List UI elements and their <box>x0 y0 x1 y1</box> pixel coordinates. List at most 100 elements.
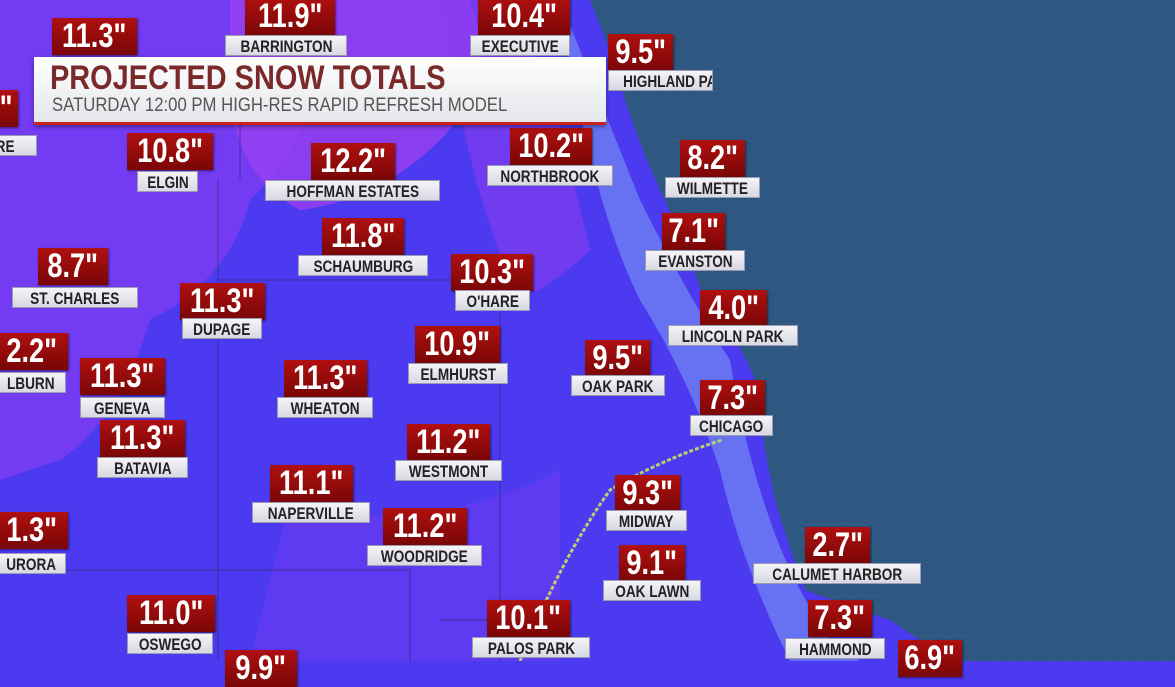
location-name: WESTMONT <box>395 460 502 481</box>
name-text: WOODRIDGE <box>381 547 468 566</box>
name-text: NAPERVILLE <box>268 504 354 523</box>
snow-total-value: 11.8" <box>322 218 404 255</box>
location-name: OAK LAWN <box>603 580 701 601</box>
snow-total-value: 11.3" <box>100 420 185 457</box>
value-text: 7.3" <box>707 380 758 417</box>
snow-total-value: 9.5" <box>608 34 673 71</box>
name-text: CHICAGO <box>699 417 764 436</box>
location-name: GENEVA <box>80 397 165 418</box>
location-name: CHICAGO <box>690 415 773 436</box>
value-text: 11.1" <box>279 465 344 502</box>
snow-total-value: 1.3" <box>0 512 68 549</box>
snow-total-value: 11.3" <box>180 283 265 320</box>
name-text: LBURN <box>7 374 55 393</box>
value-text: 11.2" <box>392 508 458 545</box>
value-text: 11.3" <box>190 283 255 320</box>
location-name: WOODRIDGE <box>367 545 482 566</box>
value-text: 12.2" <box>320 143 386 180</box>
location-name: MIDWAY <box>606 510 687 531</box>
snow-total-value: 11.0" <box>127 595 215 632</box>
snow-total-value: 8.2" <box>680 140 745 177</box>
name-text: O'HARE <box>466 292 519 311</box>
snow-total-value: 7" <box>0 90 18 127</box>
location-name: LINCOLN PARK <box>668 325 798 346</box>
name-text: ST. CHARLES <box>30 289 120 308</box>
value-text: 11.9" <box>257 0 323 35</box>
name-text: BATAVIA <box>113 459 172 478</box>
snow-total-value: 9.1" <box>619 545 685 582</box>
snow-total-value: 6.9" <box>898 640 962 677</box>
value-text: 10.2" <box>518 128 585 165</box>
location-name: WILMETTE <box>665 177 760 198</box>
name-text: MIDWAY <box>619 512 674 531</box>
location-name: ELGIN <box>137 171 198 192</box>
name-text: PALOS PARK <box>487 639 575 658</box>
value-text: 7.1" <box>668 213 720 250</box>
name-text: LINCOLN PARK <box>682 327 784 346</box>
location-name: EXECUTIVE <box>470 35 570 56</box>
snow-total-value: 11.9" <box>245 0 335 35</box>
location-name: ST. CHARLES <box>12 287 138 308</box>
value-text: 2.7" <box>812 527 863 564</box>
snow-total-value: 9.9" <box>225 650 297 687</box>
location-name: LBURN <box>0 372 66 393</box>
location-name: HOFFMAN ESTATES <box>265 180 440 201</box>
snow-total-value: 2.7" <box>805 527 870 564</box>
value-text: 10.9" <box>424 326 491 363</box>
value-text: 6.9" <box>904 640 956 677</box>
value-text: 11.3" <box>62 18 127 55</box>
value-text: 10.4" <box>491 0 557 35</box>
snow-total-value: 10.3" <box>451 254 533 291</box>
location-name: OAK PARK <box>571 375 665 396</box>
snow-total-value: 9.3" <box>615 475 680 512</box>
location-name: PALOS PARK <box>472 637 590 658</box>
snow-total-value: 10.1" <box>487 600 570 637</box>
name-text: EXECUTIVE <box>481 37 559 56</box>
value-text: 2.2" <box>6 333 57 370</box>
snow-total-value: 11.2" <box>407 424 490 461</box>
location-name: ELMHURST <box>408 363 508 384</box>
value-text: 9.3" <box>622 475 673 512</box>
snow-total-value: 11.3" <box>80 358 165 395</box>
snow-total-value: 7.3" <box>808 600 872 637</box>
location-name: HIRE <box>0 135 37 156</box>
location-name: OSWEGO <box>127 633 213 654</box>
sanitary-canal <box>518 438 723 661</box>
location-name: CALUMET HARBOR <box>753 563 921 584</box>
value-text: 10.8" <box>137 133 203 170</box>
snow-total-value: 10.4" <box>478 0 570 35</box>
snow-total-value: 4.0" <box>700 290 767 327</box>
name-text: EVANSTON <box>657 252 733 271</box>
location-name: BARRINGTON <box>225 35 347 56</box>
value-text: 11.3" <box>293 360 358 397</box>
value-text: 9.1" <box>626 545 678 582</box>
location-name: NORTHBROOK <box>487 165 613 186</box>
value-text: 11.8" <box>330 218 396 255</box>
location-name: DUPAGE <box>182 318 262 339</box>
value-text: 7.3" <box>814 600 866 637</box>
location-name: WHEATON <box>277 397 373 418</box>
snow-total-value: 8.7" <box>38 248 108 285</box>
location-name: BATAVIA <box>97 457 188 478</box>
name-text: HAMMOND <box>798 640 872 659</box>
value-text: 8.2" <box>687 140 738 177</box>
name-text: HIRE <box>0 137 15 156</box>
value-text: 1.3" <box>6 512 57 549</box>
name-text: OAK PARK <box>582 377 654 396</box>
name-text: CALUMET HARBOR <box>772 565 902 584</box>
name-text: NORTHBROOK <box>500 167 600 186</box>
name-text: BARRINGTON <box>240 37 332 56</box>
name-text: GENEVA <box>94 399 151 418</box>
location-name: O'HARE <box>455 290 530 311</box>
snow-total-value: 11.3" <box>284 360 367 397</box>
snow-total-value: 7.1" <box>662 213 725 250</box>
page-title: PROJECTED SNOW TOTALS <box>50 59 446 97</box>
value-text: 10.3" <box>459 254 526 291</box>
value-text: 9.9" <box>235 650 287 687</box>
title-panel: PROJECTED SNOW TOTALS SATURDAY 12:00 PM … <box>34 57 606 125</box>
value-text: 11.3" <box>110 420 175 457</box>
name-text: SCHAUMBURG <box>313 257 413 276</box>
value-text: 9.5" <box>615 34 666 71</box>
location-name: HAMMOND <box>785 638 885 659</box>
snow-total-value: 10.9" <box>415 326 500 363</box>
